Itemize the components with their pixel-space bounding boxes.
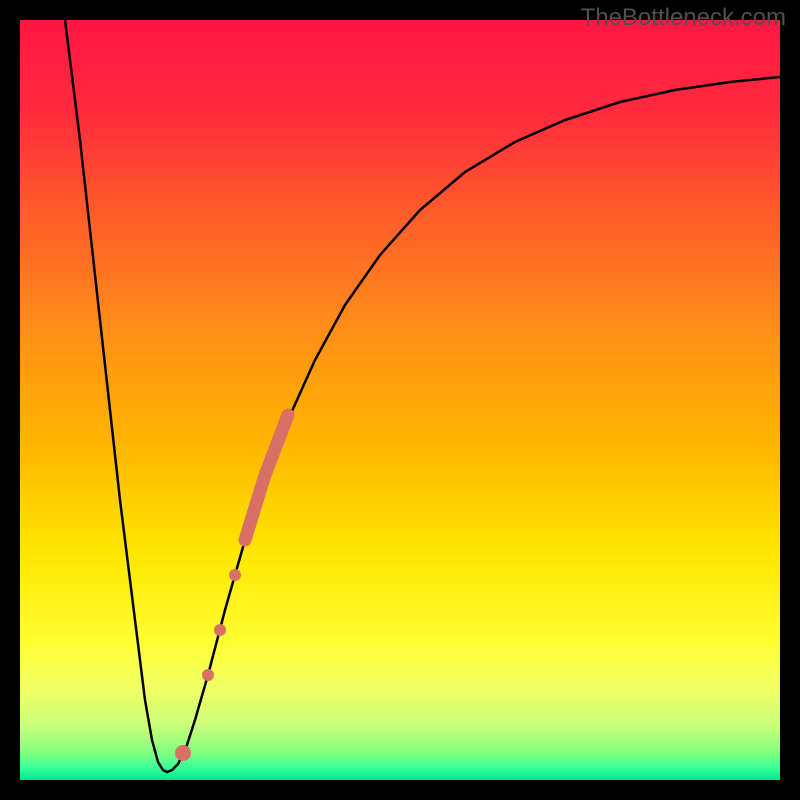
highlight-segment — [245, 415, 288, 540]
bottleneck-curve — [65, 20, 780, 772]
marker-dots-group — [175, 569, 241, 761]
marker-dot — [175, 745, 191, 761]
chart-container: TheBottleneck.com — [0, 0, 800, 800]
marker-dot — [214, 624, 226, 636]
marker-dot — [229, 569, 241, 581]
watermark-text: TheBottleneck.com — [581, 4, 786, 32]
plot-area — [20, 20, 780, 780]
marker-dot — [202, 669, 214, 681]
curve-layer — [20, 20, 780, 780]
